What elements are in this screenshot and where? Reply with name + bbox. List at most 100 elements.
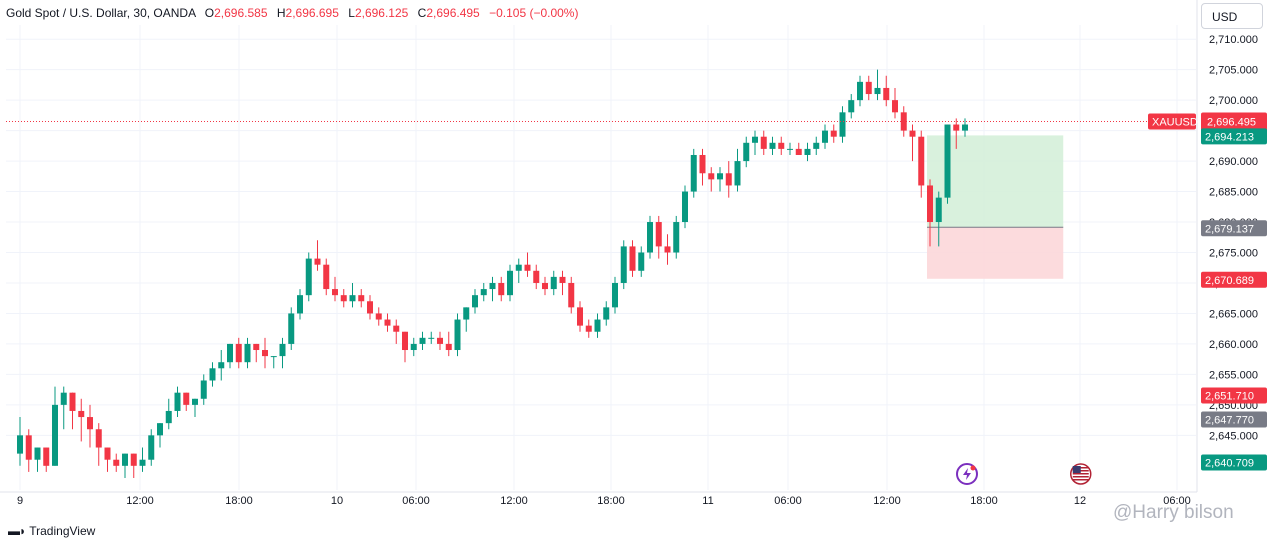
symbol-tag: [1148, 113, 1196, 130]
candle-up: [244, 343, 251, 363]
candle-down: [865, 81, 872, 95]
symbol-title[interactable]: Gold Spot / U.S. Dollar, 30, OANDA: [6, 6, 196, 20]
x-tick-label: 9: [17, 495, 23, 507]
candle-down: [393, 325, 400, 332]
candle-up: [17, 435, 23, 454]
candle-down: [585, 325, 592, 332]
candle-down: [384, 319, 391, 326]
candle-up: [804, 148, 811, 155]
candle-down: [953, 124, 960, 131]
candle-down: [367, 301, 373, 314]
candle-up: [603, 307, 610, 320]
candle-down: [332, 289, 338, 296]
candle-up: [192, 398, 198, 405]
flag-stripe: [1072, 473, 1089, 475]
y-tick-label: 2,675.000: [1209, 248, 1258, 260]
candle-up: [52, 404, 58, 466]
candle-up: [288, 313, 295, 344]
event-markers[interactable]: [956, 463, 1092, 485]
candle-up: [848, 100, 855, 113]
y-tick-label: 2,685.000: [1209, 187, 1258, 199]
x-tick-label: 12:00: [500, 495, 528, 507]
candle-down: [542, 282, 548, 290]
us-flag-event-icon[interactable]: [1070, 463, 1092, 485]
x-tick-label: 06:00: [774, 495, 802, 507]
candle-up: [489, 282, 496, 290]
candle-up: [148, 435, 155, 460]
candle-down: [883, 87, 890, 101]
candle-up: [690, 154, 697, 192]
candle-down: [262, 350, 268, 357]
currency-button[interactable]: USD: [1201, 3, 1263, 29]
candle-up: [428, 337, 435, 339]
y-tick-label: 2,710.000: [1209, 34, 1258, 46]
author-watermark: @Harry bilson: [1113, 502, 1234, 523]
x-tick-label: 11: [702, 495, 713, 507]
candle-up: [419, 337, 426, 344]
lightning-bolt: [963, 468, 971, 480]
candle-up: [857, 81, 863, 101]
candle-down: [524, 264, 531, 271]
candle-down: [253, 343, 260, 351]
candle-down: [445, 343, 452, 351]
candle-down: [708, 173, 715, 180]
candle-down: [95, 429, 102, 448]
low-value: 2,696.125: [354, 6, 409, 20]
candle-down: [533, 270, 540, 283]
price-tag-text: 2,670.689: [1205, 275, 1254, 287]
candle-down: [69, 392, 76, 411]
lightning-event-icon[interactable]: [956, 463, 978, 485]
current-price-value: 2,696.495: [1207, 116, 1256, 128]
tradingview-logo[interactable]: ▬◗ TradingView: [8, 524, 95, 538]
candle-down: [43, 447, 50, 466]
x-tick-label: 18:00: [225, 495, 253, 507]
candle-down: [78, 410, 85, 418]
candle-up: [463, 307, 470, 320]
stop-loss-zone: [927, 227, 1064, 279]
x-tick-label: 12: [1074, 495, 1086, 507]
candle-up: [594, 319, 601, 332]
candle-up: [935, 197, 942, 223]
time-axis[interactable]: 9 12:00 18:00 10 06:00 12:00 18:00 11 06:00 12:00…: [0, 491, 1197, 507]
flag-canton: [1072, 466, 1081, 473]
price-tag: [1201, 128, 1267, 145]
candle-up: [165, 410, 172, 424]
candle-down: [498, 282, 505, 296]
candle-up: [515, 264, 522, 271]
candle-down: [795, 148, 802, 155]
candle-up: [34, 447, 41, 460]
candle-down: [892, 100, 898, 113]
change-value: −0.105 (−0.00%): [489, 6, 579, 20]
candle-up: [550, 276, 557, 290]
price-tags: XAUUSD2,696.49527:042,694.2132,679.1372,…: [1148, 112, 1267, 471]
candle-down: [235, 343, 242, 363]
candle-down: [699, 154, 706, 174]
candle-up: [752, 136, 758, 143]
candle-up: [270, 356, 277, 358]
x-tick-label: 12:00: [126, 495, 154, 507]
candle-up: [480, 289, 487, 296]
candle-down: [104, 447, 111, 460]
y-tick-label: 2,665.000: [1209, 308, 1258, 320]
candle-up: [410, 343, 417, 351]
y-tick-label: 2,645.000: [1209, 430, 1258, 442]
candle-down: [87, 417, 93, 430]
price-tag: [1201, 454, 1267, 471]
tradingview-logo-text: TradingView: [29, 524, 96, 538]
candle-down: [918, 136, 925, 186]
candle-up: [673, 222, 680, 253]
x-tick-label: 18:00: [970, 495, 998, 507]
candle-down: [830, 130, 837, 137]
price-tag-text: 2,679.137: [1205, 223, 1254, 235]
candle-down: [655, 222, 662, 247]
candle-down: [375, 313, 382, 320]
symbol-tag-text: XAUUSD: [1152, 116, 1198, 128]
candle-up: [200, 380, 207, 399]
candle-down: [568, 282, 575, 308]
price-tag-text: 2,651.710: [1205, 390, 1254, 402]
candle-up: [174, 392, 181, 411]
flag-stripe: [1072, 479, 1089, 481]
candle-up: [944, 124, 951, 198]
candle-up: [227, 343, 233, 363]
